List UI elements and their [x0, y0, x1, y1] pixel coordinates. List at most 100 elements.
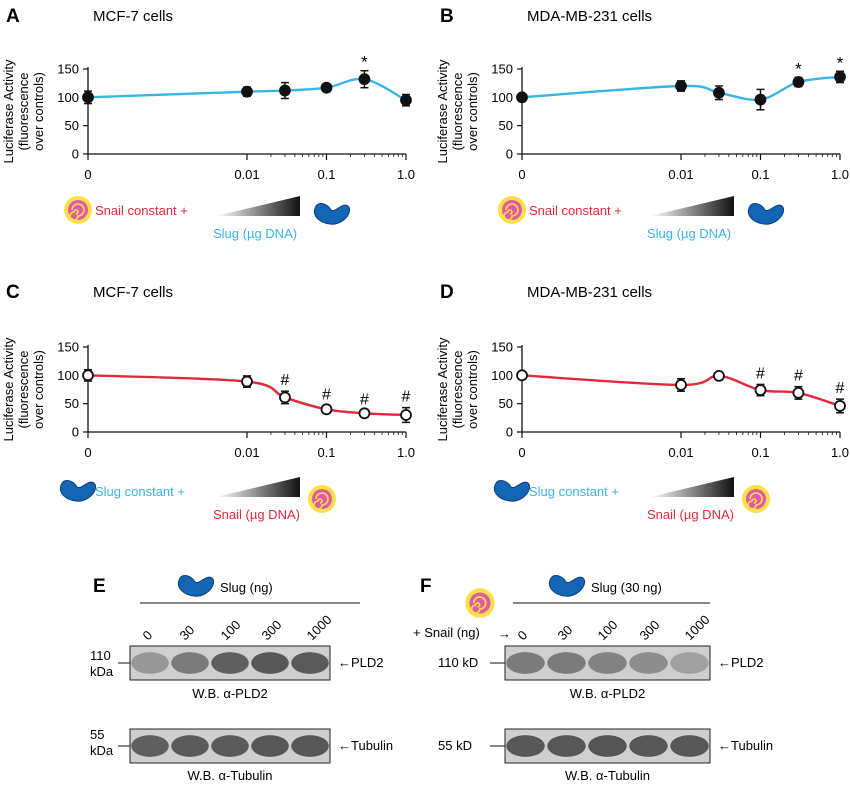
- dose-gradient: [650, 196, 734, 216]
- protein-label: ←PLD2: [338, 655, 384, 670]
- x-tick-label: 0.01: [234, 445, 259, 460]
- panel-letter: F: [420, 576, 432, 597]
- data-point: [754, 93, 767, 106]
- y-tick-label: 150: [57, 340, 79, 355]
- panel-letter: C: [6, 282, 20, 303]
- marker-label: 110 kD: [438, 655, 478, 670]
- slug-icon: [177, 575, 214, 597]
- x-tick-label: 0.1: [317, 167, 335, 182]
- significance-mark: #: [360, 391, 369, 408]
- x-tick-label: 1.0: [397, 167, 415, 182]
- marker-unit: kDa: [90, 664, 114, 679]
- y-tick-label: 150: [57, 62, 79, 77]
- lane-label: 300: [637, 617, 663, 643]
- band: [251, 652, 289, 674]
- snail-icon: [64, 196, 92, 224]
- band: [670, 652, 709, 674]
- tubulin-blot: [129, 728, 331, 764]
- data-point: [713, 369, 725, 382]
- y-axis-label: Luciferase Activity(fluorescenceover con…: [435, 59, 480, 164]
- y-tick-label: 100: [57, 90, 79, 105]
- band: [629, 652, 668, 674]
- y-axis-label: Luciferase Activity(fluorescenceover con…: [435, 337, 480, 442]
- band: [588, 735, 627, 757]
- chart-title: MDA-MB-231 cells: [527, 8, 652, 25]
- pld2-blot: [504, 645, 711, 681]
- data-point: [516, 369, 528, 382]
- marker-unit: kDa: [90, 743, 114, 758]
- slug-icon: [548, 575, 585, 597]
- lane-label: 1000: [304, 612, 335, 643]
- varied-label: Slug (µg DNA): [213, 226, 297, 241]
- y-tick-label: 50: [499, 396, 513, 411]
- y-axis-label: Luciferase Activity(fluorescenceover con…: [1, 59, 46, 164]
- lane-label: 1000: [682, 612, 713, 643]
- chart-panel-d: D MDA-MB-231 cells Luciferase Activity(flu…: [435, 282, 849, 522]
- data-point: [82, 369, 94, 382]
- x-tick-label: 0.1: [751, 445, 769, 460]
- y-tick-label: 0: [72, 147, 79, 162]
- arrow-icon: →: [498, 626, 511, 641]
- constant-label: Slug constant +: [529, 484, 619, 499]
- panel-letter: E: [93, 576, 106, 597]
- significance-mark: #: [756, 365, 765, 382]
- protein-label: ←Tubulin: [338, 738, 393, 753]
- band: [547, 652, 586, 674]
- band: [291, 652, 329, 674]
- slug-icon: [59, 480, 96, 502]
- y-tick-label: 100: [491, 368, 513, 383]
- varied-label: Slug (µg DNA): [647, 226, 731, 241]
- data-point: [834, 400, 846, 412]
- x-tick-label: 0: [518, 445, 525, 460]
- y-tick-label: 50: [499, 118, 513, 133]
- x-tick-label: 1.0: [831, 445, 849, 460]
- marker-label: 55: [90, 727, 104, 742]
- snail-icon: [465, 588, 495, 618]
- dose-gradient: [650, 477, 734, 497]
- x-tick-label: 0: [84, 167, 91, 182]
- y-tick-label: 0: [72, 425, 79, 440]
- band: [211, 652, 249, 674]
- panel-letter: D: [440, 282, 454, 303]
- data-point: [516, 91, 528, 104]
- treatment-legend: Slug constant + Snail (µg DNA): [59, 477, 336, 522]
- tubulin-blot: [504, 728, 711, 764]
- lane-label: 100: [218, 617, 244, 643]
- data-point: [320, 81, 333, 94]
- data-point: [279, 84, 291, 97]
- slug-icon: [493, 480, 530, 502]
- data-point: [320, 403, 333, 416]
- data-point: [279, 391, 291, 404]
- x-tick-label: 0: [84, 445, 91, 460]
- band: [670, 735, 709, 757]
- data-point: [400, 409, 412, 421]
- data-point: [358, 73, 371, 86]
- snail-icon: [742, 485, 770, 513]
- x-tick-label: 0.01: [668, 445, 693, 460]
- protein-label: ←PLD2: [718, 655, 764, 670]
- varied-label: Snail (µg DNA): [213, 507, 300, 522]
- marker-label: 55 kD: [438, 738, 472, 753]
- constant-label: Snail constant +: [95, 203, 188, 218]
- band: [506, 652, 545, 674]
- y-tick-label: 150: [491, 340, 513, 355]
- constant-label: Slug constant +: [95, 484, 185, 499]
- treatment-legend: Snail constant + Slug (µg DNA): [498, 196, 784, 241]
- significance-mark: *: [361, 53, 368, 72]
- data-point: [241, 375, 253, 388]
- varied-label: Snail (µg DNA): [647, 507, 734, 522]
- data-point: [792, 76, 805, 88]
- marker-label: 110: [90, 648, 111, 663]
- slug-icon: [747, 203, 784, 225]
- lane-label: 300: [259, 617, 285, 643]
- panel-letter: A: [6, 6, 20, 27]
- lane-label: 0: [515, 627, 531, 643]
- band: [131, 735, 169, 757]
- band: [506, 735, 545, 757]
- slug-icon: [313, 203, 350, 225]
- chart-title: MDA-MB-231 cells: [527, 284, 652, 301]
- band: [547, 735, 586, 757]
- chart-title: MCF-7 cells: [93, 8, 173, 25]
- band: [131, 652, 169, 674]
